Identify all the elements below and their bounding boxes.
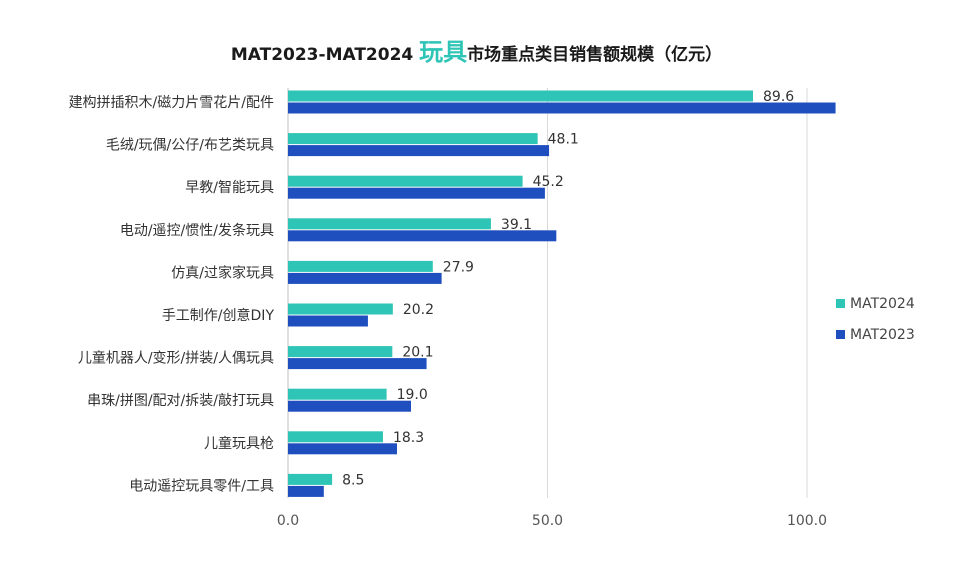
legend: MAT2024 MAT2023 xyxy=(836,296,915,343)
data-label-mat2024: 20.2 xyxy=(403,302,434,318)
bar-mat2023 xyxy=(288,400,412,412)
x-tick-label: 100.0 xyxy=(787,513,827,529)
category-label: 建构拼插积木/磁力片雪花片/配件 xyxy=(69,95,274,111)
data-label-mat2024: 20.1 xyxy=(402,345,433,361)
category-labels: 建构拼插积木/磁力片雪花片/配件毛绒/玩偶/公仔/布艺类玩具早教/智能玩具电动/… xyxy=(69,95,275,494)
x-tick-label: 0.0 xyxy=(277,513,299,529)
bar-mat2023 xyxy=(288,187,545,199)
category-label: 儿童玩具枪 xyxy=(204,435,274,452)
bar-mat2023 xyxy=(288,145,550,157)
bar-mat2024 xyxy=(288,431,383,443)
category-label: 早教/智能玩具 xyxy=(185,180,274,196)
data-label-mat2024: 89.6 xyxy=(763,89,794,105)
bar-mat2024 xyxy=(288,90,754,102)
data-label-mat2024: 45.2 xyxy=(533,174,564,190)
bar-mat2023 xyxy=(288,315,368,327)
category-label: 串珠/拼图/配对/拆装/敲打玩具 xyxy=(87,392,274,409)
bar-group xyxy=(288,90,836,497)
legend-swatch-mat2024 xyxy=(836,299,845,308)
data-label-mat2024: 18.3 xyxy=(393,430,424,446)
bar-mat2023 xyxy=(288,485,324,497)
chart-title-suffix: 市场重点类目销售额规模（亿元） xyxy=(467,45,723,65)
legend-label-mat2023: MAT2023 xyxy=(850,327,915,343)
bar-mat2024 xyxy=(288,175,523,187)
legend-swatch-mat2023 xyxy=(836,330,845,339)
category-label: 电动遥控玩具零件/工具 xyxy=(129,478,274,494)
grid-lines xyxy=(287,88,808,498)
chart-title-prefix: MAT2023-MAT2024 xyxy=(230,45,420,65)
bar-mat2024 xyxy=(288,260,433,272)
category-label: 儿童机器人/变形/拼装/人偶玩具 xyxy=(78,350,274,367)
bar-mat2024 xyxy=(288,303,393,315)
data-label-mat2024: 48.1 xyxy=(548,132,579,148)
category-label: 仿真/过家家玩具 xyxy=(171,264,274,281)
data-label-mat2024: 8.5 xyxy=(342,472,364,488)
bar-mat2024 xyxy=(288,346,393,358)
category-label: 毛绒/玩偶/公仔/布艺类玩具 xyxy=(106,138,274,154)
bar-mat2024 xyxy=(288,473,333,485)
x-tick-label: 50.0 xyxy=(532,513,563,529)
bar-mat2024 xyxy=(288,218,491,230)
legend-label-mat2024: MAT2024 xyxy=(850,296,915,312)
bar-mat2024 xyxy=(288,388,387,400)
chart-title: MAT2023-MAT2024 玩具市场重点类目销售额规模（亿元） xyxy=(0,32,953,67)
chart-title-highlight: 玩具 xyxy=(419,38,468,66)
bar-mat2023 xyxy=(288,443,397,455)
x-axis-ticks: 0.0 50.0 100.0 xyxy=(277,513,827,529)
bar-mat2023 xyxy=(288,358,427,370)
bar-mat2023 xyxy=(288,230,557,242)
data-labels: 89.6 48.1 45.2 39.1 27.9 20.2 20.1 19.0 18.3 8.5 xyxy=(342,89,794,488)
data-label-mat2024: 19.0 xyxy=(397,387,428,403)
bar-mat2023 xyxy=(288,102,836,114)
data-label-mat2024: 39.1 xyxy=(501,217,532,233)
bar-mat2024 xyxy=(288,133,538,145)
category-label: 手工制作/创意DIY xyxy=(162,307,275,324)
data-label-mat2024: 27.9 xyxy=(443,259,474,275)
category-label: 电动/遥控/惯性/发条玩具 xyxy=(120,222,274,239)
bar-mat2023 xyxy=(288,272,442,284)
